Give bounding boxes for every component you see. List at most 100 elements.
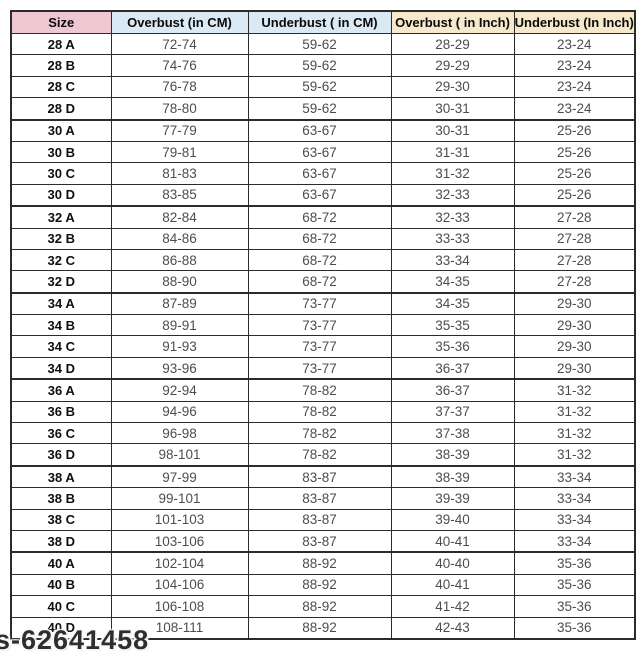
value-cell: 83-87 (247, 464, 392, 489)
size-cell: 36 A (10, 378, 112, 402)
table-row: 38 D 103-106 83-87 40-41 33-34 (10, 529, 636, 553)
value-cell: 89-91 (110, 314, 249, 337)
value-cell: 108-111 (110, 616, 249, 640)
value-cell: 72-74 (110, 32, 249, 56)
size-cell: 28 C (10, 75, 112, 99)
table-row: 30 B 79-81 63-67 31-31 25-26 (10, 140, 636, 164)
value-cell: 73-77 (247, 314, 392, 337)
value-cell: 78-82 (247, 378, 392, 402)
value-cell: 73-77 (247, 291, 392, 316)
value-cell: 87-89 (110, 291, 249, 316)
table-row: 32 A 82-84 68-72 32-33 27-28 (10, 205, 636, 229)
size-cell: 32 D (10, 270, 112, 294)
size-cell: 38 D (10, 529, 112, 553)
value-cell: 106-108 (110, 595, 249, 618)
value-cell: 25-26 (513, 162, 636, 185)
table-row: 36 C 96-98 78-82 37-38 31-32 (10, 422, 636, 445)
value-cell: 25-26 (513, 140, 636, 164)
table-row: 34 A 87-89 73-77 34-35 29-30 (10, 291, 636, 316)
value-cell: 68-72 (247, 248, 392, 272)
value-cell: 28-29 (390, 32, 515, 56)
value-cell: 33-34 (513, 508, 636, 531)
size-cell: 38 B (10, 487, 112, 510)
value-cell: 97-99 (110, 464, 249, 489)
size-cell: 36 B (10, 400, 112, 424)
value-cell: 36-37 (390, 378, 515, 402)
value-cell: 33-34 (513, 529, 636, 553)
value-cell: 33-34 (513, 464, 636, 489)
value-cell: 29-30 (513, 356, 636, 380)
value-cell: 73-77 (247, 356, 392, 380)
value-cell: 83-87 (247, 508, 392, 531)
value-cell: 63-67 (247, 183, 392, 207)
value-cell: 35-36 (513, 551, 636, 575)
value-cell: 81-83 (110, 162, 249, 185)
value-cell: 29-29 (390, 54, 515, 77)
value-cell: 31-31 (390, 140, 515, 164)
table-row: 38 C 101-103 83-87 39-40 33-34 (10, 508, 636, 531)
value-cell: 104-106 (110, 573, 249, 597)
value-cell: 35-36 (390, 335, 515, 358)
value-cell: 68-72 (247, 270, 392, 294)
value-cell: 23-24 (513, 32, 636, 56)
value-cell: 27-28 (513, 270, 636, 294)
table-row: 28 B 74-76 59-62 29-29 23-24 (10, 54, 636, 77)
table-row: 34 B 89-91 73-77 35-35 29-30 (10, 314, 636, 337)
value-cell: 41-42 (390, 595, 515, 618)
size-cell: 28 B (10, 54, 112, 77)
value-cell: 88-92 (247, 595, 392, 618)
table-row: 38 B 99-101 83-87 39-39 33-34 (10, 487, 636, 510)
value-cell: 83-87 (247, 529, 392, 553)
value-cell: 32-33 (390, 183, 515, 207)
value-cell: 31-32 (513, 400, 636, 424)
value-cell: 35-36 (513, 616, 636, 640)
value-cell: 30-31 (390, 97, 515, 121)
header-row: Size Overbust (in CM) Underbust ( in CM)… (10, 10, 636, 34)
value-cell: 74-76 (110, 54, 249, 77)
value-cell: 68-72 (247, 227, 392, 250)
table-row: 40 D 108-111 88-92 42-43 35-36 (10, 616, 636, 640)
value-cell: 31-32 (390, 162, 515, 185)
value-cell: 88-92 (247, 573, 392, 597)
value-cell: 38-39 (390, 443, 515, 467)
value-cell: 31-32 (513, 443, 636, 467)
table-row: 34 D 93-96 73-77 36-37 29-30 (10, 356, 636, 380)
value-cell: 101-103 (110, 508, 249, 531)
column-header-size: Size (10, 10, 112, 34)
value-cell: 63-67 (247, 140, 392, 164)
value-cell: 39-39 (390, 487, 515, 510)
value-cell: 23-24 (513, 54, 636, 77)
value-cell: 31-32 (513, 378, 636, 402)
table-row: 32 C 86-88 68-72 33-34 27-28 (10, 248, 636, 272)
column-header-underbust-inch: Underbust (In Inch) (513, 10, 636, 34)
value-cell: 92-94 (110, 378, 249, 402)
value-cell: 98-101 (110, 443, 249, 467)
size-cell: 30 D (10, 183, 112, 207)
value-cell: 82-84 (110, 205, 249, 229)
size-cell: 38 A (10, 464, 112, 489)
value-cell: 39-40 (390, 508, 515, 531)
value-cell: 23-24 (513, 75, 636, 99)
value-cell: 83-87 (247, 487, 392, 510)
column-header-overbust-inch: Overbust ( in Inch) (390, 10, 515, 34)
table-row: 36 B 94-96 78-82 37-37 31-32 (10, 400, 636, 424)
size-cell: 36 C (10, 422, 112, 445)
table-row: 38 A 97-99 83-87 38-39 33-34 (10, 464, 636, 489)
value-cell: 33-33 (390, 227, 515, 250)
value-cell: 77-79 (110, 118, 249, 142)
size-cell: 40 B (10, 573, 112, 597)
value-cell: 96-98 (110, 422, 249, 445)
size-cell: 34 B (10, 314, 112, 337)
table-row: 32 D 88-90 68-72 34-35 27-28 (10, 270, 636, 294)
value-cell: 33-34 (390, 248, 515, 272)
watermark-text: s-62641458 (0, 625, 150, 655)
value-cell: 25-26 (513, 183, 636, 207)
value-cell: 29-30 (513, 314, 636, 337)
table-row: 30 D 83-85 63-67 32-33 25-26 (10, 183, 636, 207)
value-cell: 102-104 (110, 551, 249, 575)
table-row: 28 D 78-80 59-62 30-31 23-24 (10, 97, 636, 121)
value-cell: 88-92 (247, 551, 392, 575)
column-header-overbust-cm: Overbust (in CM) (110, 10, 249, 34)
size-cell: 32 A (10, 205, 112, 229)
value-cell: 33-34 (513, 487, 636, 510)
